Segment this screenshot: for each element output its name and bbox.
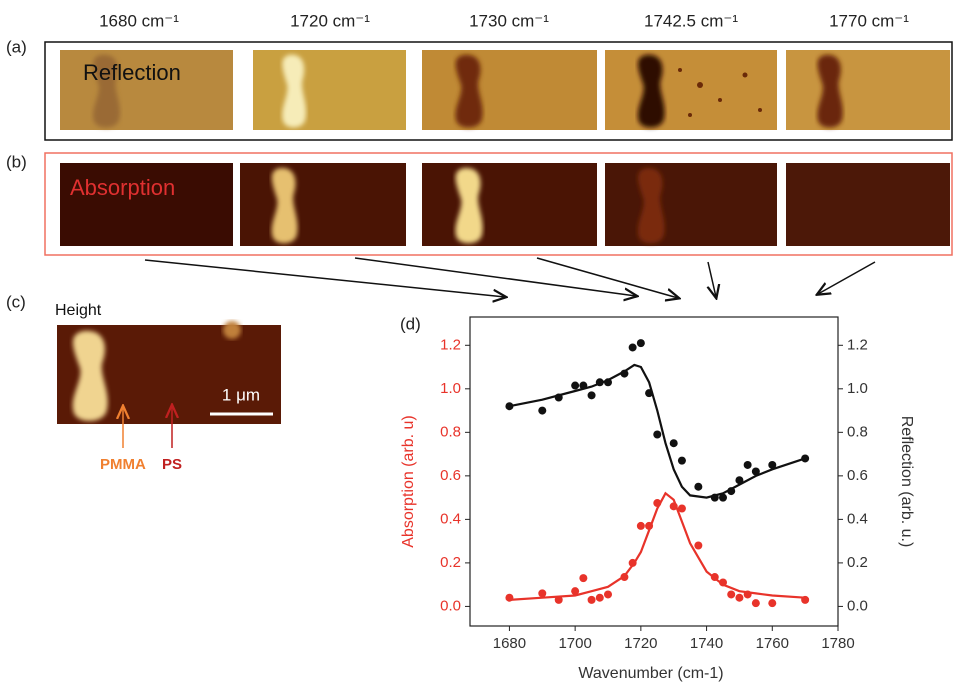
x-tick-label: 1780 bbox=[821, 635, 854, 652]
data-point bbox=[727, 590, 736, 599]
data-point bbox=[505, 593, 514, 602]
data-point bbox=[735, 593, 744, 602]
y2-tick-label: 1.2 bbox=[847, 336, 868, 353]
data-point bbox=[653, 499, 662, 508]
arrows bbox=[144, 257, 876, 298]
panel-frame bbox=[44, 152, 953, 256]
data-point bbox=[751, 467, 760, 476]
data-point bbox=[743, 460, 752, 469]
data-point bbox=[743, 590, 752, 599]
data-point bbox=[801, 595, 810, 604]
y-axis-title: Absorption (arb. u) bbox=[400, 415, 417, 548]
x-tick-label: 1760 bbox=[756, 635, 789, 652]
data-point bbox=[710, 493, 719, 502]
data-point bbox=[768, 460, 777, 469]
x-tick-label: 1680 bbox=[493, 635, 526, 652]
reflection-images bbox=[60, 50, 950, 130]
data-point bbox=[628, 343, 637, 352]
data-point bbox=[694, 541, 703, 550]
data-point bbox=[554, 393, 563, 402]
data-point bbox=[628, 558, 637, 567]
y-tick-label: 1.0 bbox=[440, 380, 461, 397]
panel-label: (a) bbox=[6, 37, 27, 56]
y2-tick-label: 1.0 bbox=[847, 380, 868, 397]
column-header: 1680 cm⁻¹ bbox=[99, 11, 179, 30]
y2-tick-label: 0.8 bbox=[847, 423, 868, 440]
y-tick-label: 0.8 bbox=[440, 423, 461, 440]
data-point bbox=[645, 521, 654, 530]
fit-line bbox=[509, 363, 806, 499]
plot-frame bbox=[469, 316, 839, 627]
data-point bbox=[645, 389, 654, 398]
data-point bbox=[579, 574, 588, 583]
data-point bbox=[636, 339, 645, 348]
panel-label: (d) bbox=[400, 314, 421, 333]
data-point bbox=[579, 381, 588, 390]
data-point bbox=[719, 578, 727, 587]
row-label: Reflection bbox=[83, 60, 181, 85]
x-tick-label: 1720 bbox=[624, 635, 657, 652]
y2-tick-label: 0.2 bbox=[847, 554, 868, 571]
x-tick-label: 1700 bbox=[558, 635, 591, 652]
data-point bbox=[620, 369, 629, 378]
y-tick-label: 0.4 bbox=[440, 510, 461, 527]
data-point bbox=[727, 487, 736, 496]
column-header: 1720 cm⁻¹ bbox=[290, 11, 370, 30]
data-point bbox=[636, 521, 645, 530]
height-image bbox=[57, 321, 281, 424]
row-label: Absorption bbox=[70, 175, 175, 200]
data-point bbox=[554, 595, 563, 604]
y2-tick-label: 0.0 bbox=[847, 597, 868, 614]
column-header: 1742.5 cm⁻¹ bbox=[644, 11, 738, 30]
y-tick-label: 0.6 bbox=[440, 467, 461, 484]
y2-axis-title: Reflection (arb. u.) bbox=[898, 416, 915, 548]
data-point bbox=[669, 439, 678, 448]
data-point bbox=[653, 430, 662, 439]
scale-bar-label: 1 μm bbox=[222, 385, 260, 404]
data-point bbox=[694, 482, 703, 491]
data-point bbox=[595, 593, 604, 602]
data-point bbox=[669, 502, 678, 511]
data-point bbox=[604, 378, 612, 387]
x-axis-title: Wavenumber (cm-1) bbox=[578, 665, 723, 682]
y2-tick-label: 0.6 bbox=[847, 467, 868, 484]
data-point bbox=[719, 493, 727, 502]
data-point bbox=[595, 378, 604, 387]
y-tick-label: 0.2 bbox=[440, 554, 461, 571]
material-label: PS bbox=[162, 456, 182, 473]
y-tick-label: 0.0 bbox=[440, 597, 461, 614]
absorption-images bbox=[60, 163, 950, 246]
y2-tick-label: 0.4 bbox=[847, 510, 868, 527]
data-point bbox=[677, 504, 686, 513]
column-header: 1770 cm⁻¹ bbox=[829, 11, 909, 30]
data-point bbox=[505, 402, 514, 411]
panel-label: (c) bbox=[6, 292, 26, 311]
data-point bbox=[571, 381, 580, 390]
material-label: PMMA bbox=[100, 456, 146, 473]
panel-frame bbox=[44, 41, 953, 141]
data-point bbox=[538, 589, 547, 598]
fit-line bbox=[509, 491, 806, 601]
data-point bbox=[751, 599, 760, 608]
data-point bbox=[604, 590, 612, 599]
data-point bbox=[710, 573, 719, 582]
data-point bbox=[587, 391, 596, 400]
data-point bbox=[801, 454, 810, 463]
image-label: Height bbox=[55, 302, 102, 319]
y-tick-label: 1.2 bbox=[440, 336, 461, 353]
data-point bbox=[768, 599, 777, 608]
data-point bbox=[620, 573, 629, 582]
column-header: 1730 cm⁻¹ bbox=[469, 11, 549, 30]
data-point bbox=[677, 456, 686, 465]
data-point bbox=[538, 406, 547, 415]
data-point bbox=[571, 587, 580, 596]
panel-label: (b) bbox=[6, 152, 27, 171]
x-tick-label: 1740 bbox=[690, 635, 723, 652]
data-point bbox=[735, 476, 744, 485]
data-point bbox=[587, 595, 596, 604]
